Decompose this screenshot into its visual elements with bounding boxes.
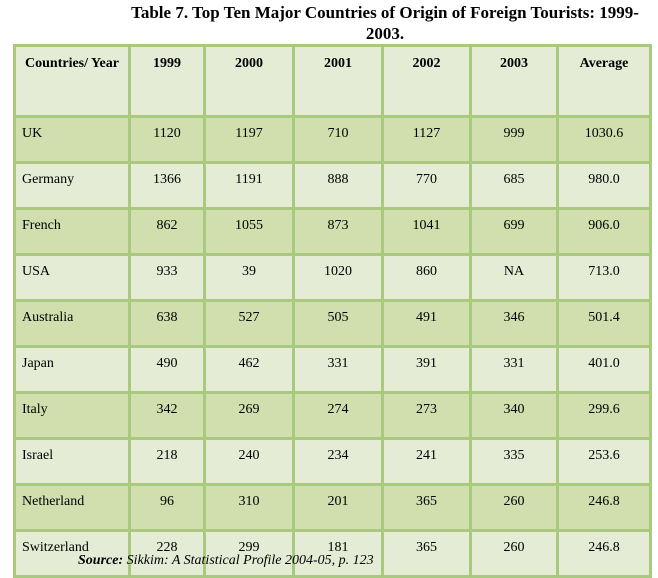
- table-cell: 260: [469, 529, 559, 578]
- column-header: 2003: [469, 44, 559, 118]
- table-cell: 391: [381, 345, 472, 394]
- table-cell: 1120: [128, 115, 206, 164]
- table-cell: 181: [292, 529, 384, 578]
- table-cell: 273: [381, 391, 472, 440]
- table-cell: 873: [292, 207, 384, 256]
- column-header: Countries/ Year: [13, 44, 131, 118]
- table-cell: 1041: [381, 207, 472, 256]
- table-cell: 906.0: [556, 207, 652, 256]
- table-cell: 274: [292, 391, 384, 440]
- table-cell: 331: [292, 345, 384, 394]
- table-cell: 1197: [203, 115, 295, 164]
- table-cell: 246.8: [556, 483, 652, 532]
- table-cell: 340: [469, 391, 559, 440]
- table-cell: 699: [469, 207, 559, 256]
- country-cell: Switzerland: [13, 529, 131, 578]
- table-cell: 713.0: [556, 253, 652, 302]
- table-row: French 862 1055 873 1041 699 906.0: [13, 207, 652, 256]
- table-row: Israel 218 240 234 241 335 253.6: [13, 437, 652, 486]
- table-cell: 218: [128, 437, 206, 486]
- table-cell: 888: [292, 161, 384, 210]
- table-cell: 860: [381, 253, 472, 302]
- table-cell: 253.6: [556, 437, 652, 486]
- country-cell: French: [13, 207, 131, 256]
- country-cell: Israel: [13, 437, 131, 486]
- table-cell: 269: [203, 391, 295, 440]
- table-cell: 638: [128, 299, 206, 348]
- table-cell: 1020: [292, 253, 384, 302]
- column-header: 2001: [292, 44, 384, 118]
- table-cell: 310: [203, 483, 295, 532]
- table-cell: 335: [469, 437, 559, 486]
- table-cell: 1030.6: [556, 115, 652, 164]
- table-cell: 346: [469, 299, 559, 348]
- country-cell: UK: [13, 115, 131, 164]
- table-cell: 1191: [203, 161, 295, 210]
- table-cell: NA: [469, 253, 559, 302]
- header-row: Countries/ Year 1999 2000 2001 2002 2003 Avera…: [13, 44, 652, 118]
- column-header: Average: [556, 44, 652, 118]
- table-cell: 331: [469, 345, 559, 394]
- table-cell: 1127: [381, 115, 472, 164]
- table-cell: 201: [292, 483, 384, 532]
- table-cell: 342: [128, 391, 206, 440]
- table-cell: 241: [381, 437, 472, 486]
- table-cell: 401.0: [556, 345, 652, 394]
- table-cell: 1366: [128, 161, 206, 210]
- table-row: Japan 490 462 331 391 331 401.0: [13, 345, 652, 394]
- table-cell: 260: [469, 483, 559, 532]
- column-header: 2000: [203, 44, 295, 118]
- table-row: Germany 1366 1191 888 770 685 980.0: [13, 161, 652, 210]
- country-cell: Germany: [13, 161, 131, 210]
- table-row: Switzerland 228 299 181 365 260 246.8: [13, 529, 652, 578]
- table-cell: 365: [381, 483, 472, 532]
- country-cell: Italy: [13, 391, 131, 440]
- table-cell: 933: [128, 253, 206, 302]
- tourist-table: Countries/ Year 1999 2000 2001 2002 2003 Avera…: [13, 44, 652, 578]
- country-cell: Japan: [13, 345, 131, 394]
- table-cell: 505: [292, 299, 384, 348]
- table-cell: 234: [292, 437, 384, 486]
- table-cell: 1055: [203, 207, 295, 256]
- table-cell: 491: [381, 299, 472, 348]
- table-row: USA 933 39 1020 860 NA 713.0: [13, 253, 652, 302]
- table-row: Netherland 96 310 201 365 260 246.8: [13, 483, 652, 532]
- table-title: Table 7. Top Ten Major Countries of Orig…: [131, 3, 639, 43]
- table-row: UK 1120 1197 710 1127 999 1030.6: [13, 115, 652, 164]
- country-cell: Netherland: [13, 483, 131, 532]
- table-cell: 240: [203, 437, 295, 486]
- source-note: Source: Sikkim: A Statistical Profile 20…: [78, 553, 374, 569]
- source-text: Sikkim: A Statistical Profile 2004-05, p…: [126, 553, 374, 568]
- table-cell: 96: [128, 483, 206, 532]
- table-cell: 999: [469, 115, 559, 164]
- table-row: Australia 638 527 505 491 346 501.4: [13, 299, 652, 348]
- column-header: 2002: [381, 44, 472, 118]
- table-cell: 365: [381, 529, 472, 578]
- source-label: Source:: [78, 553, 124, 568]
- table-cell: 39: [203, 253, 295, 302]
- table-cell: 501.4: [556, 299, 652, 348]
- table-cell: 980.0: [556, 161, 652, 210]
- column-header: 1999: [128, 44, 206, 118]
- table-cell: 862: [128, 207, 206, 256]
- table-row: Italy 342 269 274 273 340 299.6: [13, 391, 652, 440]
- country-cell: USA: [13, 253, 131, 302]
- table-cell: 685: [469, 161, 559, 210]
- country-cell: Australia: [13, 299, 131, 348]
- table-cell: 527: [203, 299, 295, 348]
- table-cell: 462: [203, 345, 295, 394]
- table-cell: 490: [128, 345, 206, 394]
- table-cell: 710: [292, 115, 384, 164]
- table-cell: 770: [381, 161, 472, 210]
- table-cell: 299.6: [556, 391, 652, 440]
- table-cell: 246.8: [556, 529, 652, 578]
